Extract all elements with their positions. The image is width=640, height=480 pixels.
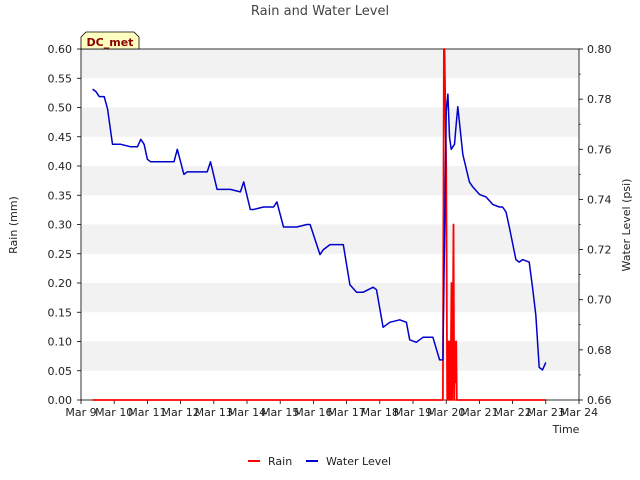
x-tick-label: Mar 12	[161, 406, 199, 419]
grid-band	[81, 341, 579, 371]
y-axis-left-title: Rain (mm)	[7, 196, 20, 254]
x-tick-label: Mar 21	[460, 406, 498, 419]
x-tick-label: Mar 17	[327, 406, 365, 419]
y-left-tick-label: 0.55	[48, 72, 73, 85]
y-right-tick-label: 0.68	[587, 344, 612, 357]
station-badge-label: DC_met	[87, 36, 134, 49]
y-left-tick-label: 0.20	[48, 277, 73, 290]
series-line-rain	[92, 48, 546, 401]
series-line-water-level	[92, 88, 547, 371]
legend: Rain Water Level	[248, 455, 391, 468]
series-layer	[92, 48, 547, 401]
y-left-tick-label: 0.50	[48, 102, 73, 115]
y-left-tick-label: 0.05	[48, 365, 73, 378]
y-right-tick-label: 0.80	[587, 43, 612, 56]
x-tick-label: Mar 14	[228, 406, 266, 419]
x-tick-label: Mar 24	[560, 406, 598, 419]
y-right-tick-label: 0.70	[587, 294, 612, 307]
grid-band	[81, 312, 579, 342]
y-right-tick-label: 0.72	[587, 244, 612, 257]
legend-label-rain: Rain	[268, 455, 292, 468]
grid-band	[81, 78, 579, 108]
station-badge: DC_met	[80, 31, 140, 50]
x-tick-label: Mar 23	[527, 406, 565, 419]
y-right-tick-label: 0.66	[587, 394, 612, 407]
grid-band	[81, 195, 579, 225]
y-right-tick-label: 0.78	[587, 93, 612, 106]
x-tick-label: Mar 15	[261, 406, 299, 419]
y-left-tick-label: 0.15	[48, 306, 73, 319]
grid-band	[81, 370, 579, 400]
y-axis-left: 0.00 0.05 0.10 0.15 0.20 0.25 0.30 0.35 0.40 0.45…	[48, 43, 81, 407]
grid-band	[81, 253, 579, 283]
y-left-tick-label: 0.60	[48, 43, 73, 56]
grid-band	[81, 107, 579, 137]
x-tick-label: Mar 20	[427, 406, 465, 419]
x-axis-title: Time	[552, 423, 580, 436]
x-tick-label: Mar 18	[361, 406, 399, 419]
grid-band	[81, 283, 579, 313]
x-tick-label: Mar 22	[493, 406, 531, 419]
y-axis-right: 0.66 0.68 0.70 0.72 0.74 0.76 0.78 0.80	[579, 43, 612, 407]
y-left-tick-label: 0.40	[48, 160, 73, 173]
y-left-tick-label: 0.25	[48, 248, 73, 261]
x-tick-label: Mar 16	[294, 406, 332, 419]
y-left-tick-label: 0.00	[48, 394, 73, 407]
grid-band	[81, 224, 579, 254]
grid-bands	[81, 49, 579, 400]
x-tick-label: Mar 9	[65, 406, 96, 419]
y-right-tick-label: 0.74	[587, 193, 612, 206]
y-axis-right-title: Water Level (psi)	[620, 179, 633, 272]
y-left-tick-label: 0.10	[48, 336, 73, 349]
x-tick-label: Mar 10	[95, 406, 133, 419]
y-left-tick-label: 0.35	[48, 189, 73, 202]
x-tick-label: Mar 13	[195, 406, 233, 419]
y-left-tick-label: 0.30	[48, 219, 73, 232]
x-tick-label: Mar 19	[394, 406, 432, 419]
chart-title: Rain and Water Level	[251, 4, 389, 19]
legend-label-water-level: Water Level	[326, 455, 391, 468]
x-tick-label: Mar 11	[128, 406, 166, 419]
y-right-tick-label: 0.76	[587, 143, 612, 156]
y-left-tick-label: 0.45	[48, 131, 73, 144]
grid-band	[81, 49, 579, 79]
grid-band	[81, 166, 579, 196]
